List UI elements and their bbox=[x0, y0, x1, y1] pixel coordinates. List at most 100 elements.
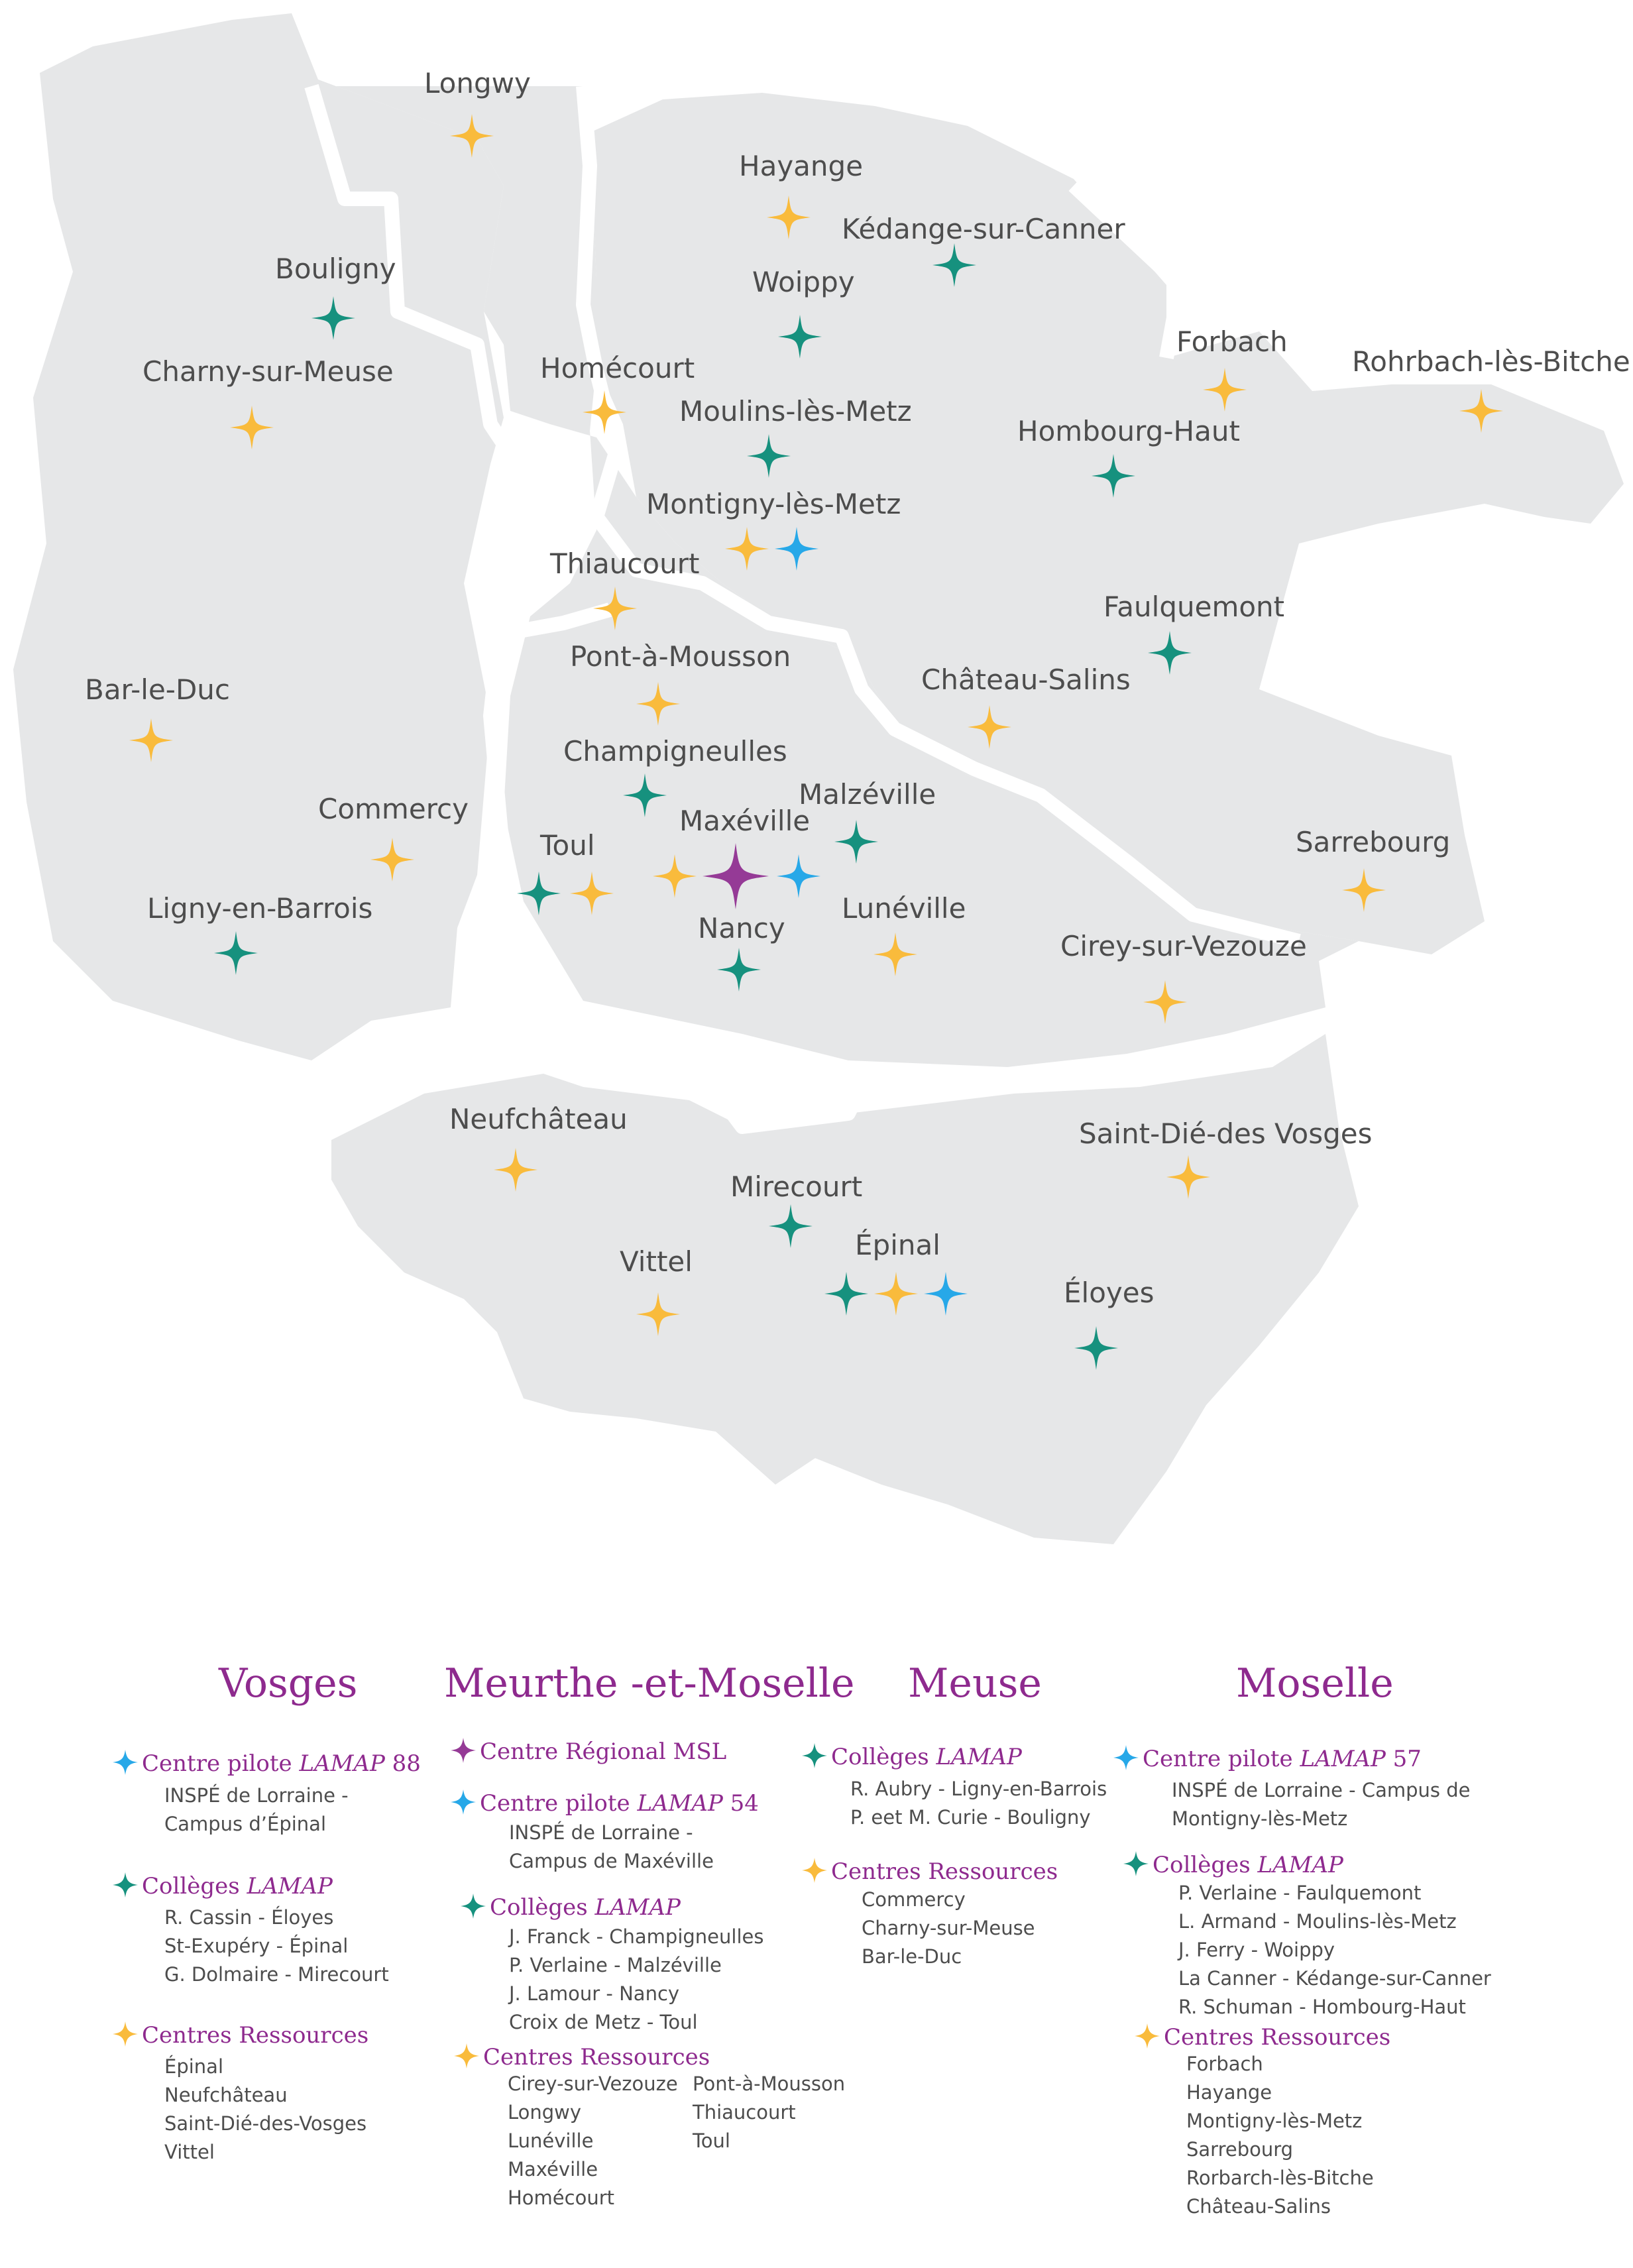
legend-line: Lunéville bbox=[508, 2129, 594, 2152]
legend-line: Bar-le-Duc bbox=[862, 1945, 962, 1968]
legend-line: Pont-à-Mousson bbox=[693, 2072, 846, 2095]
yellow-star-icon bbox=[725, 527, 769, 571]
legend-line: Hayange bbox=[1186, 2081, 1272, 2104]
yellow-star-icon bbox=[1203, 368, 1247, 412]
place-label: Maxéville bbox=[679, 805, 811, 837]
legend-lines: R. Aubry - Ligny-en-Barrois P. eet M. Cu… bbox=[850, 1775, 1107, 1832]
lorraine-map bbox=[13, 13, 1624, 1544]
legend-label-em: LAMAP bbox=[1300, 1746, 1386, 1772]
place-label: Éloyes bbox=[1064, 1276, 1154, 1309]
legend-lines: J. Franck - Champigneulles P. Verlaine -… bbox=[509, 1923, 763, 2037]
legend-label-em: LAMAP bbox=[637, 1790, 723, 1817]
yellow-star-icon bbox=[636, 682, 680, 726]
purple-star-icon bbox=[703, 843, 769, 909]
yellow-star-icon bbox=[454, 2043, 479, 2069]
legend-label: Collèges bbox=[490, 1894, 595, 1921]
yellow-star-icon bbox=[802, 1858, 827, 1883]
legend-line: Charny-sur-Meuse bbox=[862, 1917, 1035, 1939]
blue-star-icon bbox=[924, 1272, 968, 1316]
legend-label-em: LAMAP bbox=[594, 1894, 681, 1921]
legend-label-em: LAMAP bbox=[299, 1750, 385, 1777]
yellow-star-icon bbox=[968, 705, 1011, 749]
place-label: Mirecourt bbox=[730, 1170, 863, 1203]
legend-line: Croix de Metz - Toul bbox=[509, 2011, 698, 2033]
blue-star-icon bbox=[113, 1750, 138, 1775]
teal-star-icon bbox=[747, 434, 791, 478]
yellow-star-icon bbox=[1143, 980, 1187, 1024]
teal-star-icon bbox=[113, 1872, 138, 1898]
legend-head-colleges-88: Collèges LAMAP bbox=[113, 1872, 333, 1899]
legend-line: P. Verlaine - Faulquemont bbox=[1178, 1882, 1422, 1904]
legend-line: Épinal bbox=[164, 2055, 223, 2078]
blue-star-icon bbox=[777, 854, 820, 898]
legend-label: Centres Ressources bbox=[831, 1858, 1058, 1885]
place-label: Neufchâteau bbox=[449, 1103, 628, 1135]
legend-label-em: LAMAP bbox=[936, 1744, 1022, 1770]
legend-head-ressources-55: Centres Ressources bbox=[802, 1858, 1058, 1884]
place-label: Malzéville bbox=[799, 778, 936, 811]
region-meuse bbox=[13, 13, 504, 1060]
legend-title-moselle: Moselle bbox=[1236, 1660, 1394, 1707]
legend-line: INSPÉ de Lorraine - Campus de bbox=[1172, 1779, 1471, 1801]
yellow-star-icon bbox=[1135, 2023, 1160, 2049]
legend-title-meurthe-et-moselle: Meurthe -et-Moselle bbox=[444, 1660, 855, 1707]
legend-lines: Pont-à-Mousson Thiaucourt Toul bbox=[693, 2070, 845, 2155]
legend-line: J. Franck - Champigneulles bbox=[509, 1925, 764, 1948]
teal-star-icon bbox=[1148, 631, 1192, 675]
legend-label: Collèges bbox=[831, 1744, 936, 1770]
legend-line: Maxéville bbox=[508, 2158, 598, 2181]
legend-title-vosges: Vosges bbox=[219, 1660, 358, 1707]
legend-line: Campus d’Épinal bbox=[164, 1813, 327, 1835]
legend-head-regional: Centre Régional MSL bbox=[451, 1738, 726, 1764]
yellow-star-icon bbox=[873, 933, 917, 976]
yellow-star-icon bbox=[583, 390, 626, 434]
purple-star-icon bbox=[451, 1738, 476, 1763]
legend-line: Sarrebourg bbox=[1186, 2138, 1294, 2161]
teal-star-icon bbox=[1123, 1851, 1149, 1876]
legend-head-ressources-88: Centres Ressources bbox=[113, 2021, 368, 2048]
legend-label-suffix: 54 bbox=[722, 1790, 759, 1817]
region-meurthe-et-moselle bbox=[311, 80, 1359, 1067]
place-label: Rohrbach-lès-Bitche bbox=[1352, 345, 1630, 378]
yellow-star-icon bbox=[230, 406, 274, 449]
legend-line: P. Verlaine - Malzéville bbox=[509, 1954, 722, 1976]
blue-star-icon bbox=[451, 1789, 476, 1815]
legend-label: Centres Ressources bbox=[142, 2022, 369, 2049]
yellow-star-icon bbox=[874, 1272, 918, 1316]
teal-star-icon bbox=[517, 872, 561, 915]
legend-label: Centres Ressources bbox=[1164, 2024, 1391, 2051]
legend-line: P. eet M. Curie - Bouligny bbox=[850, 1806, 1091, 1829]
teal-star-icon bbox=[802, 1743, 827, 1768]
place-label: Bouligny bbox=[275, 253, 396, 285]
region-borders bbox=[304, 84, 1321, 1134]
teal-star-icon bbox=[769, 1204, 813, 1248]
place-label: Épinal bbox=[855, 1229, 940, 1261]
yellow-star-icon bbox=[129, 718, 173, 762]
place-label: Hombourg-Haut bbox=[1017, 415, 1240, 447]
legend-label-em: LAMAP bbox=[1257, 1852, 1343, 1878]
legend-label: Collèges bbox=[1153, 1852, 1258, 1878]
yellow-star-icon bbox=[370, 838, 414, 881]
legend-line: St-Exupéry - Épinal bbox=[164, 1935, 349, 1957]
legend-line: Saint-Dié-des-Vosges bbox=[164, 2112, 367, 2135]
place-label: Hayange bbox=[739, 150, 864, 182]
place-label: Sarrebourg bbox=[1296, 826, 1451, 858]
legend-label: Centre Régional MSL bbox=[480, 1738, 727, 1765]
legend-label: Centres Ressources bbox=[483, 2044, 710, 2070]
legend-lines: R. Cassin - Éloyes St-Exupéry - Épinal G… bbox=[164, 1903, 389, 1989]
legend-label-suffix: 88 bbox=[384, 1750, 421, 1777]
legend-line: Montigny-lès-Metz bbox=[1186, 2110, 1363, 2132]
legend-line: R. Schuman - Hombourg-Haut bbox=[1178, 1996, 1466, 2018]
legend-line: Campus de Maxéville bbox=[509, 1850, 714, 1872]
legend-line: Longwy bbox=[508, 2101, 582, 2124]
place-label: Faulquemont bbox=[1103, 591, 1285, 623]
legend-lines: Commercy Charny-sur-Meuse Bar-le-Duc bbox=[862, 1886, 1035, 1971]
place-label: Toul bbox=[540, 829, 595, 862]
place-label: Lunéville bbox=[842, 892, 966, 925]
place-label: Commercy bbox=[318, 793, 469, 825]
legend-head-pilote-88: Centre pilote LAMAP 88 bbox=[113, 1750, 421, 1776]
teal-star-icon bbox=[778, 315, 822, 359]
place-label: Pont-à-Mousson bbox=[570, 640, 791, 673]
place-label: Homécourt bbox=[540, 352, 695, 384]
legend-head-colleges-55: Collèges LAMAP bbox=[802, 1743, 1022, 1770]
